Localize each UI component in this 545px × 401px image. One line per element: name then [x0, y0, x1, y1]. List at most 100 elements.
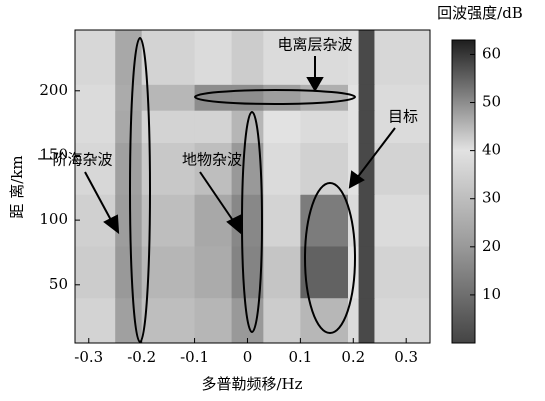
heat-cell	[141, 84, 196, 111]
heat-cell	[141, 245, 196, 299]
y-tick-label: 50	[49, 275, 68, 293]
heat-cell	[115, 110, 143, 144]
x-tick-label: 0.1	[288, 348, 312, 366]
colorbar-tick-label: 60	[482, 44, 501, 62]
x-tick-label: -0.2	[127, 348, 156, 366]
heat-cell	[75, 30, 116, 85]
heat-cell	[358, 245, 375, 299]
heat-cell	[194, 84, 233, 111]
x-tick-label: 0	[243, 348, 253, 366]
heat-cell	[194, 142, 233, 195]
colorbar-tick-label: 40	[482, 141, 501, 159]
colorbar-label: 回波强度/dB	[437, 4, 523, 22]
colorbar-tick-label: 50	[482, 93, 501, 111]
heat-cell	[115, 30, 143, 85]
heat-cell	[231, 30, 264, 85]
heat-cell	[115, 194, 143, 247]
heat-cell	[358, 297, 375, 344]
heat-cell	[231, 84, 264, 111]
heat-cell	[75, 110, 116, 144]
heat-cell	[231, 245, 264, 299]
heat-cell	[347, 245, 360, 299]
heat-cell	[300, 142, 349, 195]
colorbar-tick-label: 30	[482, 189, 501, 207]
heat-cell	[115, 142, 143, 195]
heat-cell	[263, 30, 301, 85]
heat-cell	[263, 194, 301, 247]
arrow	[199, 171, 235, 223]
annotation: 目标	[388, 108, 418, 126]
heat-cell	[358, 142, 375, 195]
heat-cell	[347, 30, 360, 85]
arrow-head	[226, 214, 241, 235]
heat-cell	[358, 30, 375, 85]
y-tick-label: 200	[39, 81, 68, 99]
annotation-shapes	[84, 37, 396, 343]
heat-cell	[347, 194, 360, 247]
heat-cell	[358, 194, 375, 247]
heat-cell	[141, 30, 196, 85]
annotation: 电离层杂波	[277, 36, 352, 54]
heat-cell	[75, 245, 116, 299]
heat-cell	[374, 84, 431, 111]
heat-cell	[263, 110, 301, 144]
heat-cell	[75, 142, 116, 195]
heat-cell	[231, 142, 264, 195]
heat-cell	[374, 194, 431, 247]
heat-cell	[194, 245, 233, 299]
heat-cell	[347, 110, 360, 144]
colorbar-tick-label: 20	[482, 237, 501, 255]
arrow	[356, 127, 396, 179]
heat-cell	[141, 110, 196, 144]
plot-frame	[74, 29, 431, 344]
colorbar-tick-label: 10	[482, 285, 501, 303]
heat-cell	[300, 110, 349, 144]
x-tick-label: 0.2	[341, 348, 365, 366]
heat-cell	[141, 297, 196, 344]
x-axis-label: 多普勒频移/Hz	[201, 375, 302, 393]
heat-cell	[374, 30, 431, 85]
heat-cell	[300, 245, 349, 299]
ellipse	[304, 182, 356, 334]
heat-cell	[263, 142, 301, 195]
heat-cell	[347, 142, 360, 195]
heat-cell	[374, 110, 431, 144]
heat-cell	[194, 110, 233, 144]
heat-cell	[374, 297, 431, 344]
heat-cell	[374, 142, 431, 195]
annotation: 一阶海杂波	[37, 151, 112, 169]
ellipse	[129, 37, 151, 343]
heat-cell	[194, 297, 233, 344]
heat-cell	[300, 30, 349, 85]
heat-cell	[263, 245, 301, 299]
heat-cell	[115, 245, 143, 299]
heat-cell	[263, 297, 301, 344]
heat-cell	[300, 84, 349, 111]
heat-cell	[194, 30, 233, 85]
heat-cell	[300, 297, 349, 344]
heat-cell	[263, 84, 301, 111]
ellipse	[241, 111, 263, 333]
arrow	[84, 171, 113, 223]
y-tick-label: 100	[39, 210, 68, 228]
x-tick-label: 0.3	[394, 348, 418, 366]
heat-cell	[75, 84, 116, 111]
heat-cell	[374, 245, 431, 299]
arrow-head	[103, 214, 120, 235]
heat-cell	[358, 84, 375, 111]
heat-cell	[75, 297, 116, 344]
heat-cell	[347, 297, 360, 344]
arrow-head	[348, 170, 365, 189]
annotation: 地物杂波	[182, 151, 242, 169]
arrow-head	[306, 77, 324, 92]
y-axis-label: 距 离/km	[8, 155, 26, 218]
heat-cell	[194, 194, 233, 247]
y-tick-label: 150	[39, 145, 68, 163]
heatmap	[75, 30, 431, 344]
heat-cell	[115, 84, 143, 111]
x-tick-label: -0.3	[74, 348, 103, 366]
ellipse	[194, 89, 356, 105]
x-tick-label: -0.1	[180, 348, 209, 366]
colorbar	[451, 39, 476, 344]
